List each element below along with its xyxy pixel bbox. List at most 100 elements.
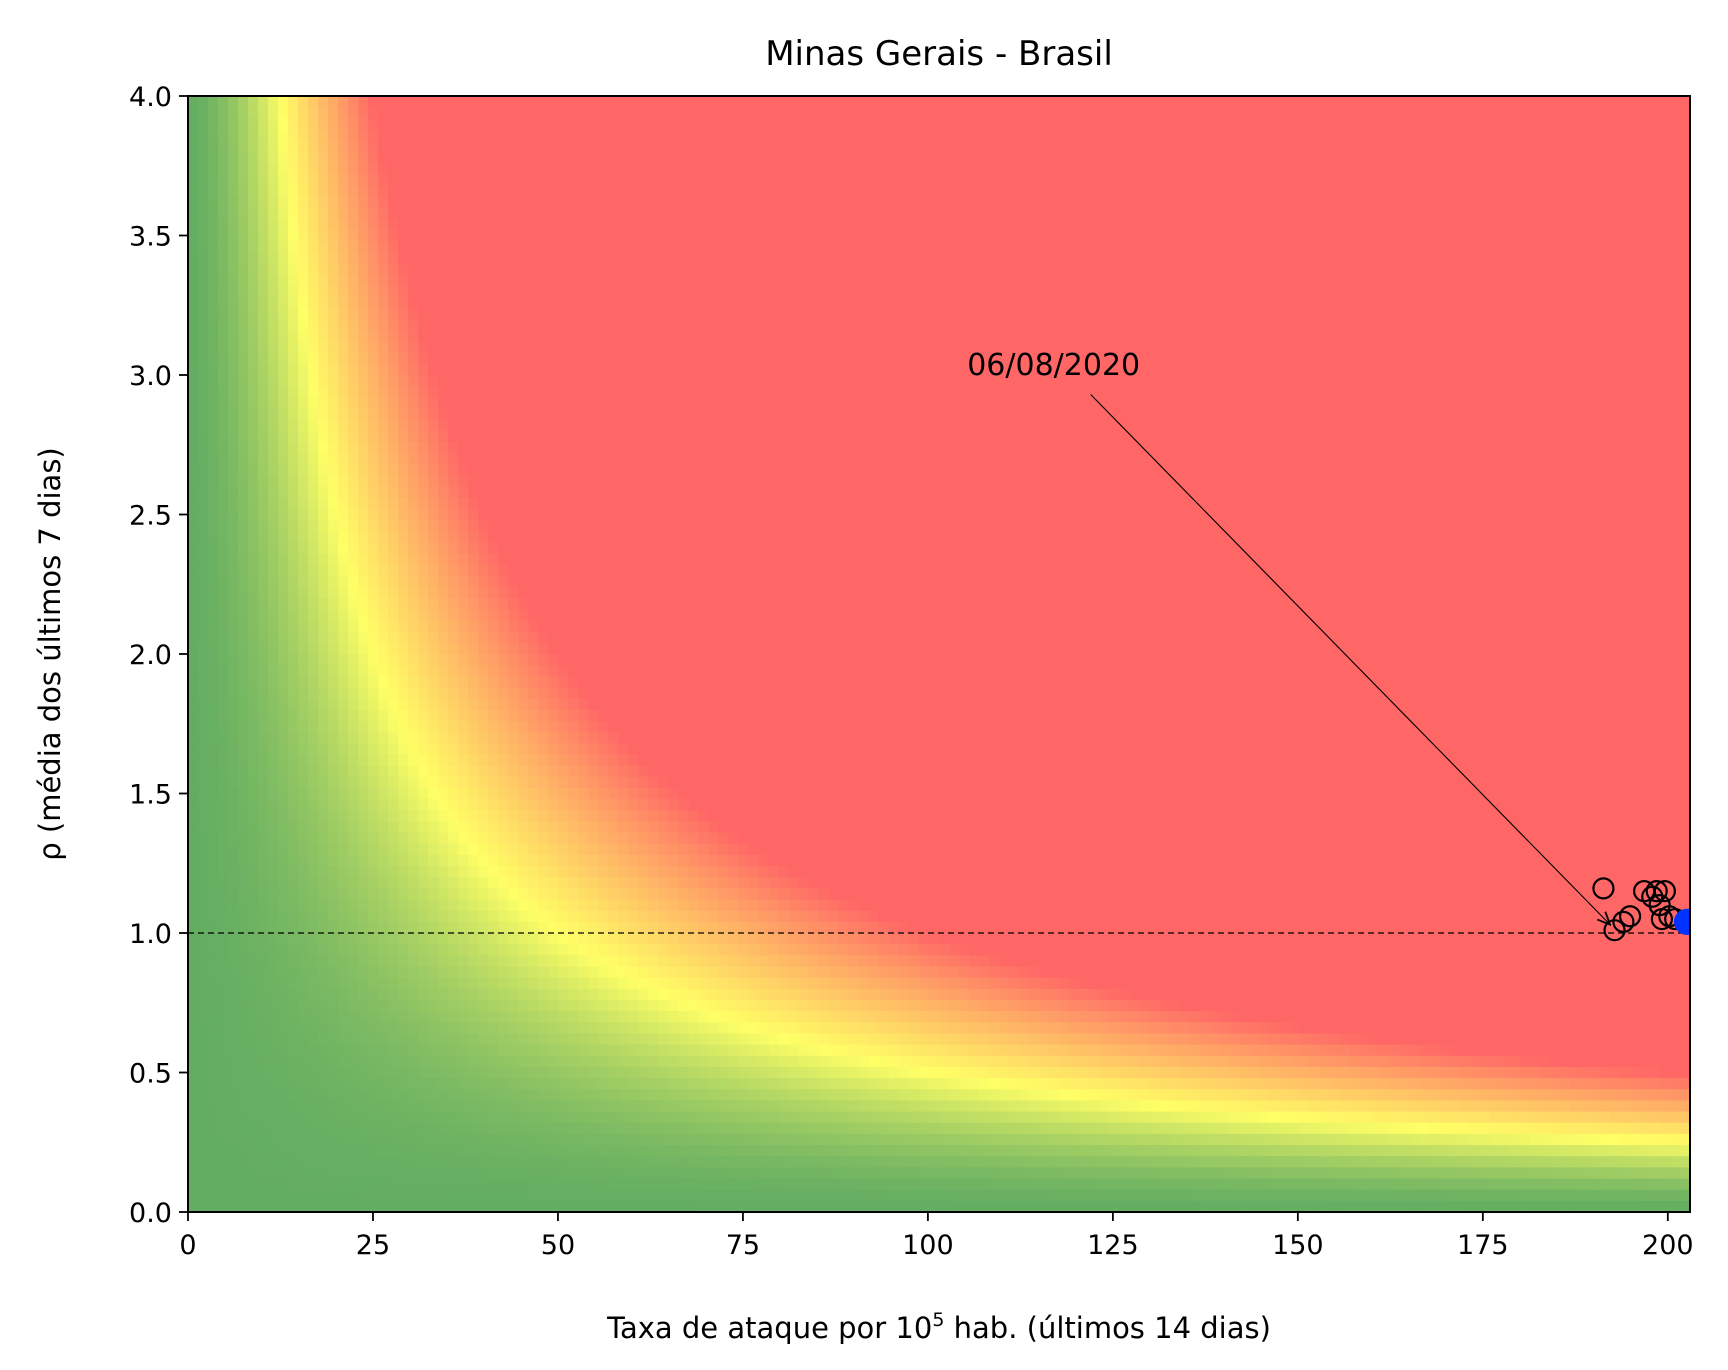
heatmap-cell (548, 1033, 560, 1046)
heatmap-cell (538, 631, 550, 644)
heatmap-cell (648, 241, 660, 253)
heatmap-cell (628, 241, 640, 253)
heatmap-cell (298, 977, 309, 990)
heatmap-cell (378, 921, 389, 934)
heatmap-cell (448, 375, 459, 387)
heatmap-cell (548, 1100, 560, 1113)
heatmap-cell (578, 609, 590, 622)
heatmap-cell (668, 341, 680, 354)
heatmap-cell (218, 743, 229, 756)
heatmap-cell (508, 118, 520, 131)
heatmap-cell (308, 910, 319, 923)
heatmap-cell (268, 285, 279, 298)
heatmap-cell (408, 486, 419, 499)
heatmap-cell (528, 553, 540, 566)
heatmap-cell (528, 665, 540, 677)
heatmap-cell (208, 107, 219, 119)
heatmap-cell (488, 966, 500, 979)
heatmap-cell (668, 1156, 680, 1168)
heatmap-cell (208, 933, 219, 945)
heatmap-cell (558, 542, 570, 555)
heatmap-cell (668, 486, 680, 499)
heatmap-cell (468, 888, 479, 901)
heatmap-cell (378, 988, 389, 1001)
heatmap-cell (488, 531, 500, 543)
heatmap-cell (378, 453, 389, 465)
heatmap-cell (558, 1122, 570, 1135)
heatmap-cell (448, 363, 459, 376)
heatmap-cell (368, 475, 379, 488)
heatmap-cell (478, 96, 489, 108)
heatmap-cell (228, 1011, 239, 1023)
heatmap-cell (248, 1122, 259, 1135)
heatmap-cell (518, 185, 530, 198)
heatmap-cell (228, 218, 239, 231)
heatmap-cell (458, 1189, 469, 1202)
heatmap-cell (188, 107, 199, 119)
heatmap-cell (418, 352, 429, 365)
heatmap-cell (438, 1145, 449, 1157)
heatmap-cell (478, 252, 489, 264)
heatmap-cell (268, 375, 279, 387)
heatmap-cell (598, 933, 610, 945)
heatmap-cell (478, 375, 489, 387)
heatmap-cell (388, 241, 399, 253)
heatmap-cell (308, 1022, 319, 1035)
heatmap-cell (268, 1122, 279, 1135)
heatmap-cell (218, 185, 229, 198)
heatmap-cell (668, 352, 680, 365)
heatmap-cell (288, 252, 299, 264)
heatmap-cell (528, 832, 540, 845)
heatmap-cell (538, 252, 550, 264)
heatmap-cell (258, 486, 269, 499)
heatmap-cell (428, 151, 439, 164)
heatmap-cell (578, 754, 590, 767)
heatmap-cell (578, 642, 590, 655)
heatmap-cell (598, 1022, 610, 1035)
heatmap-cell (658, 1044, 670, 1057)
heatmap-cell (378, 888, 389, 901)
heatmap-cell (208, 285, 219, 298)
heatmap-cell (248, 352, 259, 365)
heatmap-cell (198, 642, 209, 655)
heatmap-cell (208, 799, 219, 811)
heatmap-cell (468, 118, 479, 131)
heatmap-cell (208, 609, 219, 622)
heatmap-cell (498, 854, 510, 867)
heatmap-cell (398, 955, 409, 968)
heatmap-cell (478, 285, 489, 298)
heatmap-cell (468, 843, 479, 856)
heatmap-cell (198, 296, 209, 309)
heatmap-cell (608, 810, 620, 822)
heatmap-cell (398, 1133, 409, 1146)
heatmap-cell (338, 1033, 349, 1046)
heatmap-cell (558, 1078, 570, 1090)
heatmap-cell (408, 1089, 419, 1101)
heatmap-cell (198, 520, 209, 532)
heatmap-cell (578, 185, 590, 198)
heatmap-cell (468, 564, 479, 577)
heatmap-cell (218, 285, 229, 298)
heatmap-cell (238, 787, 249, 800)
heatmap-cell (278, 575, 289, 588)
heatmap-cell (608, 508, 620, 521)
heatmap-cell (598, 1066, 610, 1079)
heatmap-cell (368, 162, 379, 175)
heatmap-cell (318, 765, 329, 778)
heatmap-cell (418, 453, 429, 465)
heatmap-cell (498, 229, 510, 242)
heatmap-cell (248, 1100, 259, 1113)
heatmap-cell (658, 352, 670, 365)
heatmap-cell (618, 107, 630, 119)
heatmap-cell (478, 888, 489, 901)
heatmap-cell (498, 542, 510, 555)
heatmap-cell (308, 720, 319, 733)
heatmap-cell (498, 185, 510, 198)
heatmap-cell (248, 877, 259, 889)
heatmap-cell (278, 252, 289, 264)
heatmap-cell (628, 1055, 640, 1068)
heatmap-cell (438, 185, 449, 198)
heatmap-cell (228, 430, 239, 443)
heatmap-cell (388, 419, 399, 432)
heatmap-cell (478, 352, 489, 365)
